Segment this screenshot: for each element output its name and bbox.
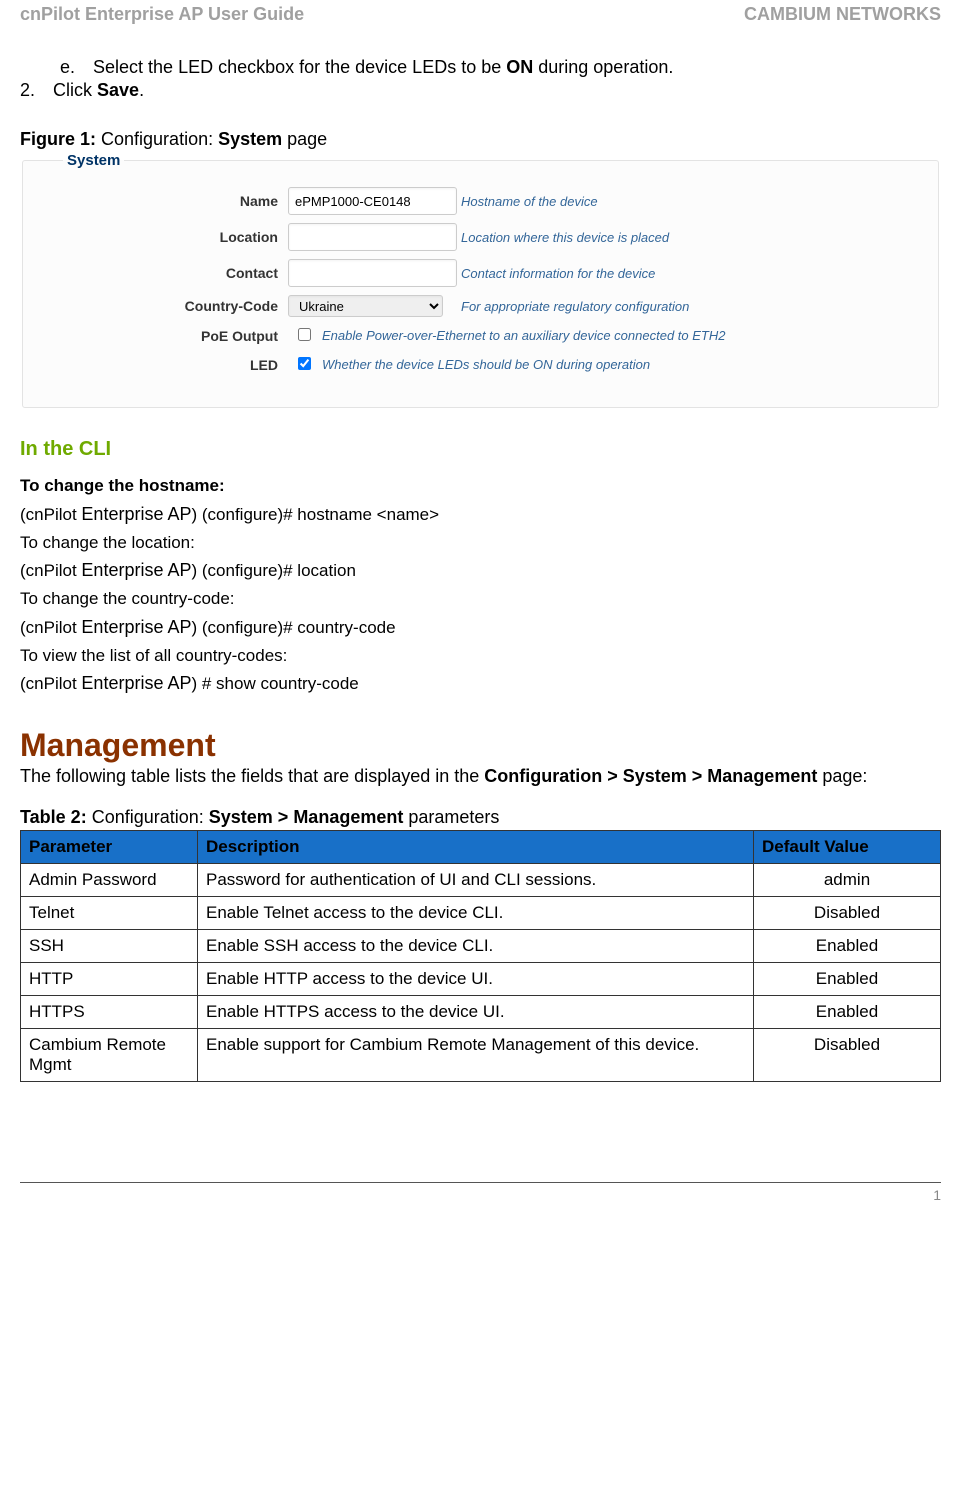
th-parameter: Parameter xyxy=(21,831,198,864)
page-number: 1 xyxy=(933,1187,941,1203)
instruction-2: 2. Click Save. xyxy=(20,80,941,101)
th-default: Default Value xyxy=(754,831,941,864)
cli-l5: To change the country-code: xyxy=(20,586,941,612)
label-location: Location xyxy=(23,229,288,245)
help-poe: Enable Power-over-Ethernet to an auxilia… xyxy=(314,328,725,343)
instruction-e: e. Select the LED checkbox for the devic… xyxy=(60,57,941,78)
help-country: For appropriate regulatory configuration xyxy=(453,299,689,314)
cli-heading: In the CLI xyxy=(20,438,941,461)
instruction-block: e. Select the LED checkbox for the devic… xyxy=(20,57,941,101)
cli-block: To change the hostname: (cnPilot Enterpr… xyxy=(20,473,941,697)
cli-l2: (cnPilot Enterprise AP) (configure)# hos… xyxy=(20,501,941,528)
cli-l1: To change the hostname: xyxy=(20,473,941,499)
input-location[interactable] xyxy=(288,223,457,251)
table-row: Admin PasswordPassword for authenticatio… xyxy=(21,864,941,897)
help-led: Whether the device LEDs should be ON dur… xyxy=(314,357,650,372)
check-poe[interactable] xyxy=(298,328,311,341)
help-name: Hostname of the device xyxy=(453,194,598,209)
label-country: Country-Code xyxy=(23,298,288,314)
page-header: cnPilot Enterprise AP User Guide CAMBIUM… xyxy=(20,0,941,37)
page-footer: 1 xyxy=(20,1182,941,1203)
cli-l8: (cnPilot Enterprise AP) # show country-c… xyxy=(20,670,941,697)
table-row: HTTPSEnable HTTPS access to the device U… xyxy=(21,996,941,1029)
row-location: Location Location where this device is p… xyxy=(23,223,938,251)
select-country[interactable]: Ukraine xyxy=(288,295,443,317)
input-contact[interactable] xyxy=(288,259,457,287)
system-fieldset: System Name Hostname of the device Locat… xyxy=(22,152,939,408)
cli-l7: To view the list of all country-codes: xyxy=(20,643,941,669)
row-name: Name Hostname of the device xyxy=(23,187,938,215)
management-table: Parameter Description Default Value Admi… xyxy=(20,830,941,1082)
input-name[interactable] xyxy=(288,187,457,215)
table-row: SSHEnable SSH access to the device CLI.E… xyxy=(21,930,941,963)
management-heading: Management xyxy=(20,727,941,764)
row-led: LED Whether the device LEDs should be ON… xyxy=(23,354,938,375)
help-contact: Contact information for the device xyxy=(453,266,655,281)
table-row: Cambium Remote MgmtEnable support for Ca… xyxy=(21,1029,941,1082)
label-poe: PoE Output xyxy=(23,328,288,344)
table-row: HTTPEnable HTTP access to the device UI.… xyxy=(21,963,941,996)
cli-l6: (cnPilot Enterprise AP) (configure)# cou… xyxy=(20,614,941,641)
table2-caption: Table 2: Configuration: System > Managem… xyxy=(20,807,941,828)
cli-l3: To change the location: xyxy=(20,530,941,556)
check-led[interactable] xyxy=(298,357,311,370)
table-header-row: Parameter Description Default Value xyxy=(21,831,941,864)
help-location: Location where this device is placed xyxy=(453,230,669,245)
label-name: Name xyxy=(23,193,288,209)
th-description: Description xyxy=(198,831,754,864)
system-legend: System xyxy=(63,152,124,169)
label-contact: Contact xyxy=(23,265,288,281)
row-country: Country-Code Ukraine For appropriate reg… xyxy=(23,295,938,317)
row-contact: Contact Contact information for the devi… xyxy=(23,259,938,287)
figure1-caption: Figure 1: Configuration: System page xyxy=(20,129,941,150)
guide-title: cnPilot Enterprise AP User Guide xyxy=(20,4,304,25)
row-poe: PoE Output Enable Power-over-Ethernet to… xyxy=(23,325,938,346)
table-row: TelnetEnable Telnet access to the device… xyxy=(21,897,941,930)
label-led: LED xyxy=(23,357,288,373)
vendor-name: CAMBIUM NETWORKS xyxy=(744,4,941,25)
cli-l4: (cnPilot Enterprise AP) (configure)# loc… xyxy=(20,557,941,584)
management-text: The following table lists the fields tha… xyxy=(20,766,941,787)
